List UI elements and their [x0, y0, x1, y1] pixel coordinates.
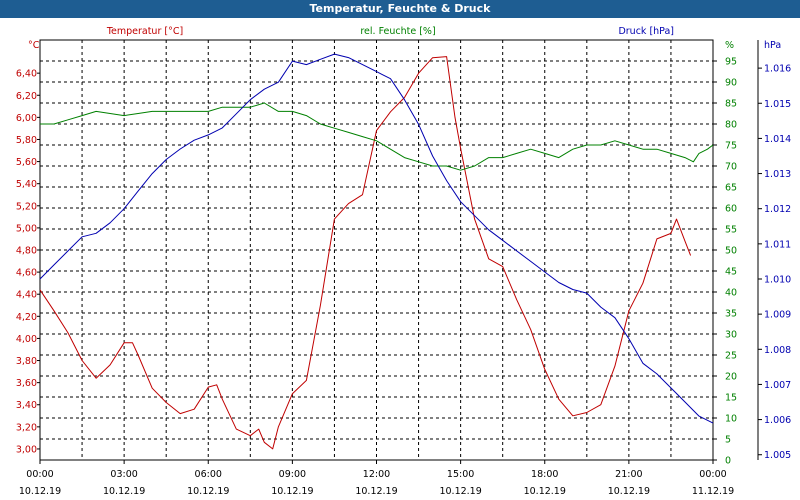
- date-tick-label: 11.12.19: [692, 486, 734, 497]
- temperature-tick-label: 5,00: [16, 223, 37, 234]
- pressure-tick-label: 1.009: [764, 310, 791, 321]
- pressure-tick-label: 1.014: [764, 134, 791, 145]
- temperature-unit-label: °C: [28, 40, 40, 51]
- pressure-axis: 1.005 1.006 1.007 1.008 1.009 1.010 1.011 1.012…: [758, 40, 791, 461]
- temperature-tick-label: 5,80: [16, 135, 37, 146]
- temperature-tick-label: 5,60: [16, 157, 37, 168]
- time-tick-label: 12:00: [363, 469, 390, 480]
- time-axis: 00:00 10.12.19 03:00 10.12.19 06:00 10.12.19 0…: [19, 460, 734, 497]
- temperature-series-header: Temperatur [°C]: [106, 26, 183, 37]
- humidity-tick-label: 0: [725, 456, 731, 467]
- humidity-tick-label: 10: [725, 414, 737, 425]
- time-tick-label: 03:00: [110, 469, 137, 480]
- date-tick-label: 10.12.19: [19, 486, 61, 497]
- humidity-tick-label: 65: [725, 183, 737, 194]
- date-tick-label: 10.12.19: [439, 486, 481, 497]
- pressure-tick-label: 1.013: [764, 169, 791, 180]
- temperature-tick-label: 3,80: [16, 356, 37, 367]
- date-tick-label: 10.12.19: [524, 486, 566, 497]
- temperature-tick-label: 6,20: [16, 91, 37, 102]
- humidity-tick-label: 25: [725, 351, 737, 362]
- pressure-tick-label: 1.012: [764, 204, 791, 215]
- time-tick-label: 18:00: [531, 469, 558, 480]
- humidity-tick-label: 95: [725, 57, 737, 68]
- temperature-tick-label: 3,40: [16, 400, 37, 411]
- pressure-tick-label: 1.010: [764, 274, 791, 285]
- humidity-tick-label: 40: [725, 288, 737, 299]
- temperature-series-line: [40, 57, 691, 449]
- time-tick-label: 21:00: [615, 469, 642, 480]
- temperature-tick-label: 4,00: [16, 334, 37, 345]
- temperature-tick-label: 3,20: [16, 422, 37, 433]
- pressure-tick-label: 1.005: [764, 450, 791, 461]
- humidity-tick-label: 20: [725, 372, 737, 383]
- pressure-tick-label: 1.008: [764, 345, 791, 356]
- temperature-tick-label: 4,60: [16, 268, 37, 279]
- pressure-tick-label: 1.016: [764, 64, 791, 75]
- humidity-tick-label: 60: [725, 204, 737, 215]
- time-tick-label: 00:00: [26, 469, 53, 480]
- humidity-series-header: rel. Feuchte [%]: [360, 26, 435, 37]
- humidity-tick-label: 55: [725, 225, 737, 236]
- humidity-tick-label: 70: [725, 162, 737, 173]
- date-tick-label: 10.12.19: [271, 486, 313, 497]
- time-tick-label: 15:00: [447, 469, 474, 480]
- pressure-tick-label: 1.015: [764, 99, 791, 110]
- pressure-tick-label: 1.007: [764, 380, 791, 391]
- humidity-tick-label: 15: [725, 393, 737, 404]
- pressure-unit-label: hPa: [764, 40, 781, 51]
- date-tick-label: 10.12.19: [103, 486, 145, 497]
- date-tick-label: 10.12.19: [608, 486, 650, 497]
- grid: [40, 40, 713, 460]
- humidity-unit-label: %: [725, 40, 734, 51]
- date-tick-label: 10.12.19: [187, 486, 229, 497]
- humidity-tick-label: 50: [725, 246, 737, 257]
- temperature-tick-label: 6,00: [16, 113, 37, 124]
- temperature-tick-label: 4,20: [16, 312, 37, 323]
- temperature-axis: 3,00 3,20 3,40 3,60 3,80 4,00 4,20 4,40 4,60 4,80…: [16, 40, 40, 455]
- temperature-tick-label: 5,40: [16, 179, 37, 190]
- humidity-tick-label: 5: [725, 435, 731, 446]
- time-tick-label: 09:00: [279, 469, 306, 480]
- humidity-tick-label: 30: [725, 330, 737, 341]
- humidity-tick-label: 35: [725, 309, 737, 320]
- temperature-tick-label: 3,60: [16, 378, 37, 389]
- pressure-tick-label: 1.006: [764, 415, 791, 426]
- pressure-tick-label: 1.011: [764, 239, 791, 250]
- humidity-tick-label: 45: [725, 267, 737, 278]
- series-headers: Temperatur [°C] rel. Feuchte [%] Druck [hP…: [106, 26, 674, 37]
- temperature-tick-label: 3,00: [16, 444, 37, 455]
- humidity-tick-label: 80: [725, 120, 737, 131]
- humidity-tick-label: 85: [725, 99, 737, 110]
- time-tick-label: 06:00: [195, 469, 222, 480]
- humidity-tick-label: 75: [725, 141, 737, 152]
- temperature-tick-label: 6,40: [16, 69, 37, 80]
- temperature-tick-label: 5,20: [16, 201, 37, 212]
- temperature-tick-label: 4,80: [16, 246, 37, 257]
- humidity-axis: 0 5 10 15 20 25 30 35 40 45 50 55 60 65 70 75 80 85 90 95%: [713, 40, 737, 467]
- time-tick-label: 00:00: [699, 469, 726, 480]
- pressure-series-header: Druck [hPa]: [618, 26, 674, 37]
- humidity-tick-label: 90: [725, 78, 737, 89]
- date-tick-label: 10.12.19: [355, 486, 397, 497]
- temperature-tick-label: 4,40: [16, 290, 37, 301]
